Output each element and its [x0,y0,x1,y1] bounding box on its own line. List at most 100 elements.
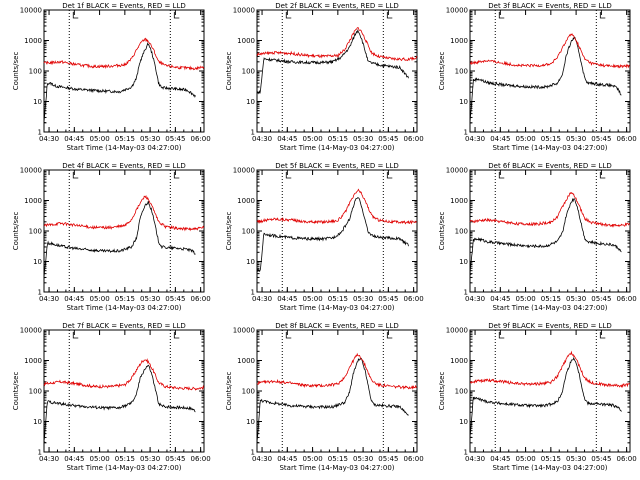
y-tick-label: 10 [459,98,468,106]
y-tick-label: 100 [455,388,468,396]
y-axis-label: Counts/sec [225,372,233,411]
chart-title: Det 7f BLACK = Events, RED = LLD [62,322,185,330]
x-tick-label: 05:45 [378,135,398,143]
x-tick-label: 06:00 [404,135,424,143]
series-lld-line [256,188,418,225]
x-axis-label: Start Time (14-May-03 04:27:00) [492,464,607,472]
x-tick-label: 05:45 [378,455,398,463]
x-tick-label: 06:00 [617,135,637,143]
x-tick-label: 05:30 [566,295,586,303]
time-marker-flag [599,12,606,19]
time-marker-flag [173,332,180,339]
plot-frame [256,329,418,453]
time-marker-flag [498,172,505,179]
x-tick-label: 04:45 [277,135,297,143]
y-tick-label: 1 [251,129,255,137]
x-tick-label: 05:30 [566,135,586,143]
y-tick-label: 10 [459,418,468,426]
chart-title: Det 1f BLACK = Events, RED = LLD [62,2,185,10]
y-tick-label: 100 [29,68,42,76]
y-axis-label: Counts/sec [12,372,20,411]
y-tick-label: 1000 [24,197,42,205]
time-marker-flag [599,172,606,179]
x-tick-label: 05:45 [165,135,185,143]
series-events-line [469,356,622,438]
x-tick-label: 04:45 [490,295,510,303]
series-events-line [469,197,622,276]
x-tick-label: 04:30 [39,455,59,463]
y-tick-label: 1000 [450,357,468,365]
x-tick-label: 05:30 [140,295,160,303]
series-lld-line [469,191,630,228]
plot-frame [469,169,631,293]
x-tick-label: 04:45 [64,455,84,463]
x-tick-label: 05:45 [591,295,611,303]
series-lld-line [469,350,631,388]
x-tick-label: 05:30 [353,135,373,143]
time-marker-flag [386,172,393,179]
x-tick-label: 05:00 [89,135,109,143]
time-marker-flag [498,12,505,19]
x-axis-label: Start Time (14-May-03 04:27:00) [66,144,181,152]
x-tick-label: 05:30 [140,455,160,463]
series-events-line [43,200,196,279]
y-tick-label: 1000 [24,37,42,45]
y-tick-label: 10000 [446,167,468,175]
x-tick-label: 05:45 [378,295,398,303]
x-tick-label: 04:45 [64,135,84,143]
chart-panel-3: Det 3f BLACK = Events, RED = LLD 1 10 100 10… [438,2,637,152]
series-lld-line [43,358,205,391]
x-tick-label: 05:30 [353,455,373,463]
y-tick-label: 1 [251,449,255,457]
x-tick-label: 06:00 [617,455,637,463]
chart-title: Det 3f BLACK = Events, RED = LLD [488,2,611,10]
chart-panel-9: Det 9f BLACK = Events, RED = LLD 1 10 100 10… [438,322,637,472]
x-tick-label: 04:30 [252,135,272,143]
x-tick-label: 06:00 [404,455,424,463]
x-tick-label: 05:15 [115,455,135,463]
chart-title: Det 9f BLACK = Events, RED = LLD [488,322,611,330]
chart-panel-5: Det 5f BLACK = Events, RED = LLD 1 10 100 10… [225,162,424,312]
chart-title: Det 4f BLACK = Events, RED = LLD [62,162,185,170]
y-tick-label: 10000 [20,167,42,175]
x-tick-label: 04:30 [465,135,485,143]
plot-frame [256,169,418,293]
x-tick-label: 05:45 [591,135,611,143]
y-axis-label: Counts/sec [225,52,233,91]
x-tick-label: 04:30 [465,295,485,303]
y-axis-label: Counts/sec [438,372,446,411]
chart-title: Det 2f BLACK = Events, RED = LLD [275,2,398,10]
y-tick-label: 10000 [233,7,255,15]
y-tick-label: 100 [29,388,42,396]
x-tick-label: 05:30 [566,455,586,463]
y-tick-label: 10000 [446,7,468,15]
series-events-line [256,357,409,444]
x-tick-label: 04:30 [252,455,272,463]
y-tick-label: 1000 [237,37,255,45]
y-tick-label: 1 [251,289,255,297]
y-tick-label: 1 [38,289,42,297]
x-tick-label: 06:00 [191,295,211,303]
x-tick-label: 06:00 [404,295,424,303]
x-tick-label: 05:15 [541,455,561,463]
time-marker-flag [173,172,180,179]
x-tick-label: 05:15 [115,295,135,303]
y-tick-label: 10 [33,98,42,106]
time-marker-flag [285,332,292,339]
x-tick-label: 05:45 [165,295,185,303]
time-marker-flag [72,172,79,179]
y-axis-label: Counts/sec [12,52,20,91]
plot-frame [43,329,205,453]
y-axis-label: Counts/sec [438,212,446,251]
x-axis-label: Start Time (14-May-03 04:27:00) [279,144,394,152]
time-marker-flag [173,12,180,19]
series-lld-line [256,352,417,390]
y-tick-label: 1000 [237,357,255,365]
series-lld-line [469,33,630,69]
series-events-line [256,197,409,273]
y-tick-label: 1000 [450,197,468,205]
y-tick-label: 1 [38,449,42,457]
y-tick-label: 100 [455,228,468,236]
x-tick-label: 04:30 [465,455,485,463]
y-tick-label: 10000 [233,167,255,175]
